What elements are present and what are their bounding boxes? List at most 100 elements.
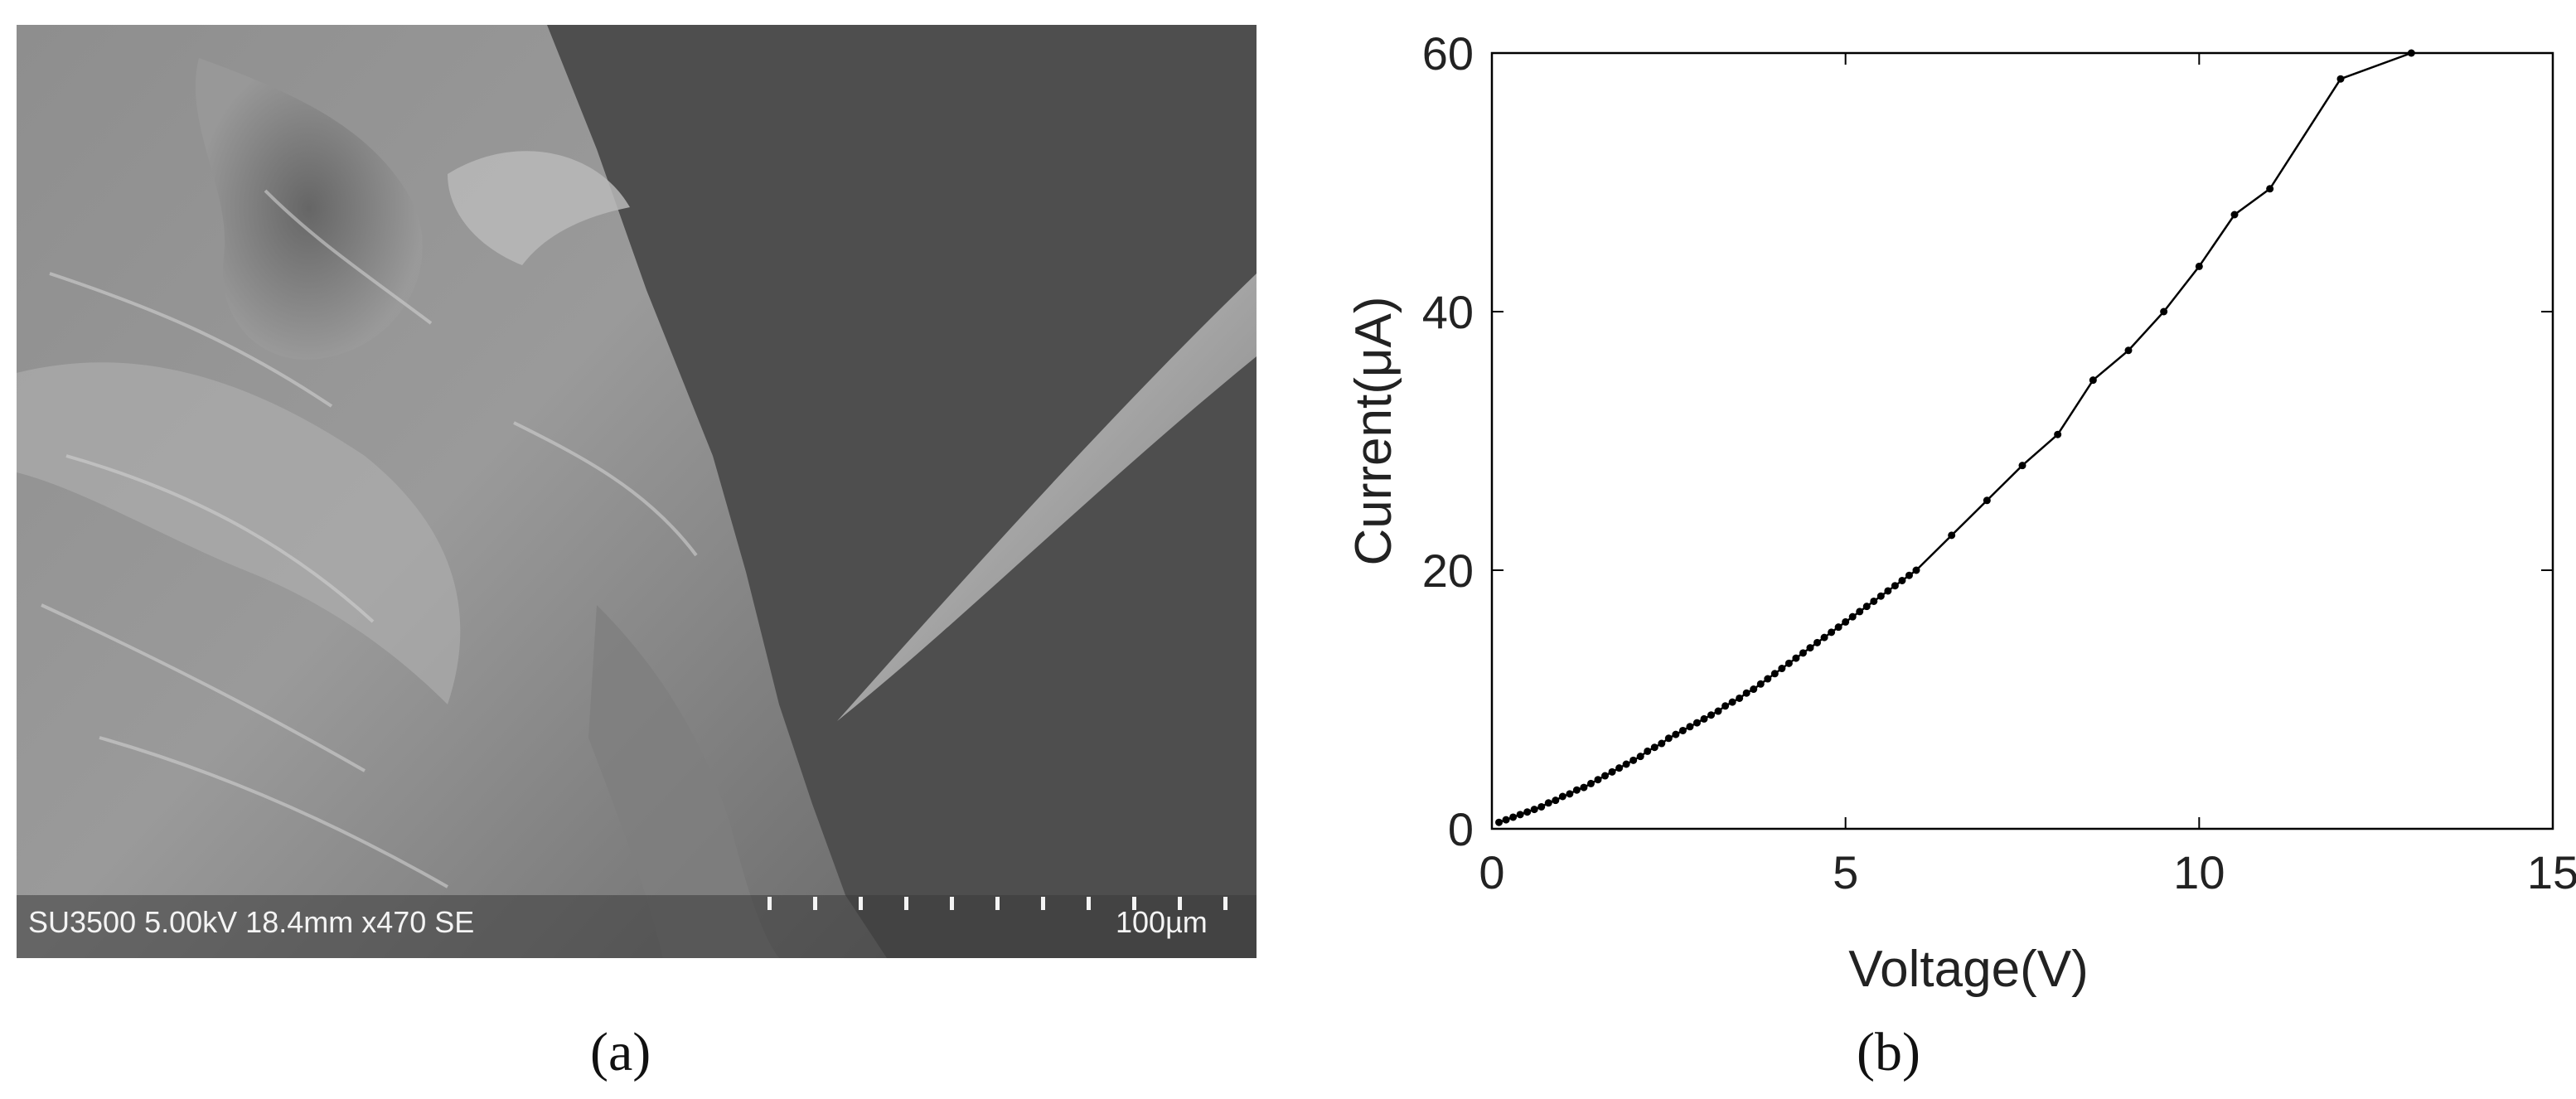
data-point [1552,796,1560,805]
data-point [1736,694,1744,702]
sem-info-strip [17,895,1257,958]
x-tick-label: 0 [1479,846,1504,898]
data-point [1891,582,1899,590]
x-axis-label: Voltage(V) [1848,941,2089,998]
data-point [1862,603,1871,611]
data-point [1530,806,1538,814]
data-point [1784,659,1793,667]
tissue-highlight [17,362,461,704]
data-point [2089,376,2097,385]
y-tick-label: 40 [1422,286,1474,338]
data-point [1848,612,1857,621]
data-point [1707,711,1716,719]
data-point [1742,689,1750,697]
sem-info-text: SU3500 5.00kV 18.4mm x470 SE [28,905,475,939]
data-point [2336,75,2345,83]
data-point [1644,747,1652,755]
plot-frame [1490,51,2554,830]
data-point [1664,734,1673,743]
data-point [1792,654,1800,662]
data-point [2407,49,2415,57]
data-point [1828,628,1836,637]
data-point [1870,597,1878,605]
data-point [1566,790,1574,798]
data-point [1629,756,1638,764]
sem-scale-label: 100µm [1116,905,1208,939]
data-point [1806,644,1814,652]
x-tick-label: 15 [2527,846,2576,898]
data-point [1509,813,1518,821]
tissue-fold [195,58,423,360]
data-point [1615,764,1624,772]
data-point [1502,816,1510,824]
scale-bar [767,897,1227,910]
data-point [1714,707,1722,715]
x-tick-label: 5 [1833,846,1858,898]
data-point [2160,307,2168,316]
data-point [1905,571,1913,579]
data-point [1516,811,1524,819]
data-point [1876,592,1885,600]
data-point [1608,767,1616,776]
y-axis-label: Current(μA) [1345,296,1402,565]
data-point [1912,566,1920,574]
y-tick-label: 60 [1422,27,1474,80]
tissue-fibers [41,189,698,888]
data-point [1586,779,1595,787]
data-point [1572,786,1581,794]
iv-chart: 0 5 10 15 0 20 40 60 Voltage(V) Current(μA) [1345,27,2576,998]
data-point [1834,623,1842,632]
data-point [1686,723,1694,731]
data-point [1523,808,1532,816]
data-point [1948,531,1956,540]
data-point [1650,743,1658,752]
data-point [1884,587,1892,595]
x-tick-label: 10 [2173,846,2225,898]
chart-ticks: 0 5 10 15 0 20 40 60 [1422,27,2576,898]
data-point [2230,211,2239,219]
probe-needle [837,274,1257,721]
data-point [1750,685,1758,694]
data-point [2124,346,2133,355]
chart-series [1495,49,2415,826]
tissue-lobe [448,151,630,265]
chart-axes [1490,51,2554,830]
data-point [1678,726,1687,734]
data-point [2018,462,2026,470]
sem-micrograph [17,25,1257,958]
data-point [2195,262,2203,270]
data-point [1813,638,1822,646]
data-point [1544,799,1552,807]
data-point [1820,633,1828,641]
data-point [1672,730,1680,738]
data-point [1764,675,1772,683]
data-point [1898,576,1906,584]
data-point [1692,719,1701,727]
data-point [1842,617,1850,626]
y-tick-label: 20 [1422,545,1474,597]
data-point [1700,714,1708,723]
data-point [2266,185,2274,193]
panel-a-caption: (a) [590,1022,651,1082]
series-line [1499,51,2412,824]
data-point [1601,772,1610,780]
data-point [1778,665,1786,673]
tissue-shadow [588,605,779,958]
data-point [1756,680,1765,688]
data-point [1658,739,1666,748]
data-point [1983,496,1991,505]
data-point [1580,783,1588,792]
y-tick-label: 0 [1448,803,1474,855]
data-point [1558,792,1566,801]
data-point [1856,608,1864,616]
data-point [1728,698,1736,706]
data-point [1622,760,1630,768]
data-point [1799,649,1807,657]
data-point [1537,802,1546,811]
data-point [1636,753,1644,761]
data-point [1770,670,1779,678]
data-point [2054,430,2062,438]
data-point [1495,818,1503,826]
panel-b-caption: (b) [1857,1022,1920,1082]
data-point [1594,776,1602,784]
